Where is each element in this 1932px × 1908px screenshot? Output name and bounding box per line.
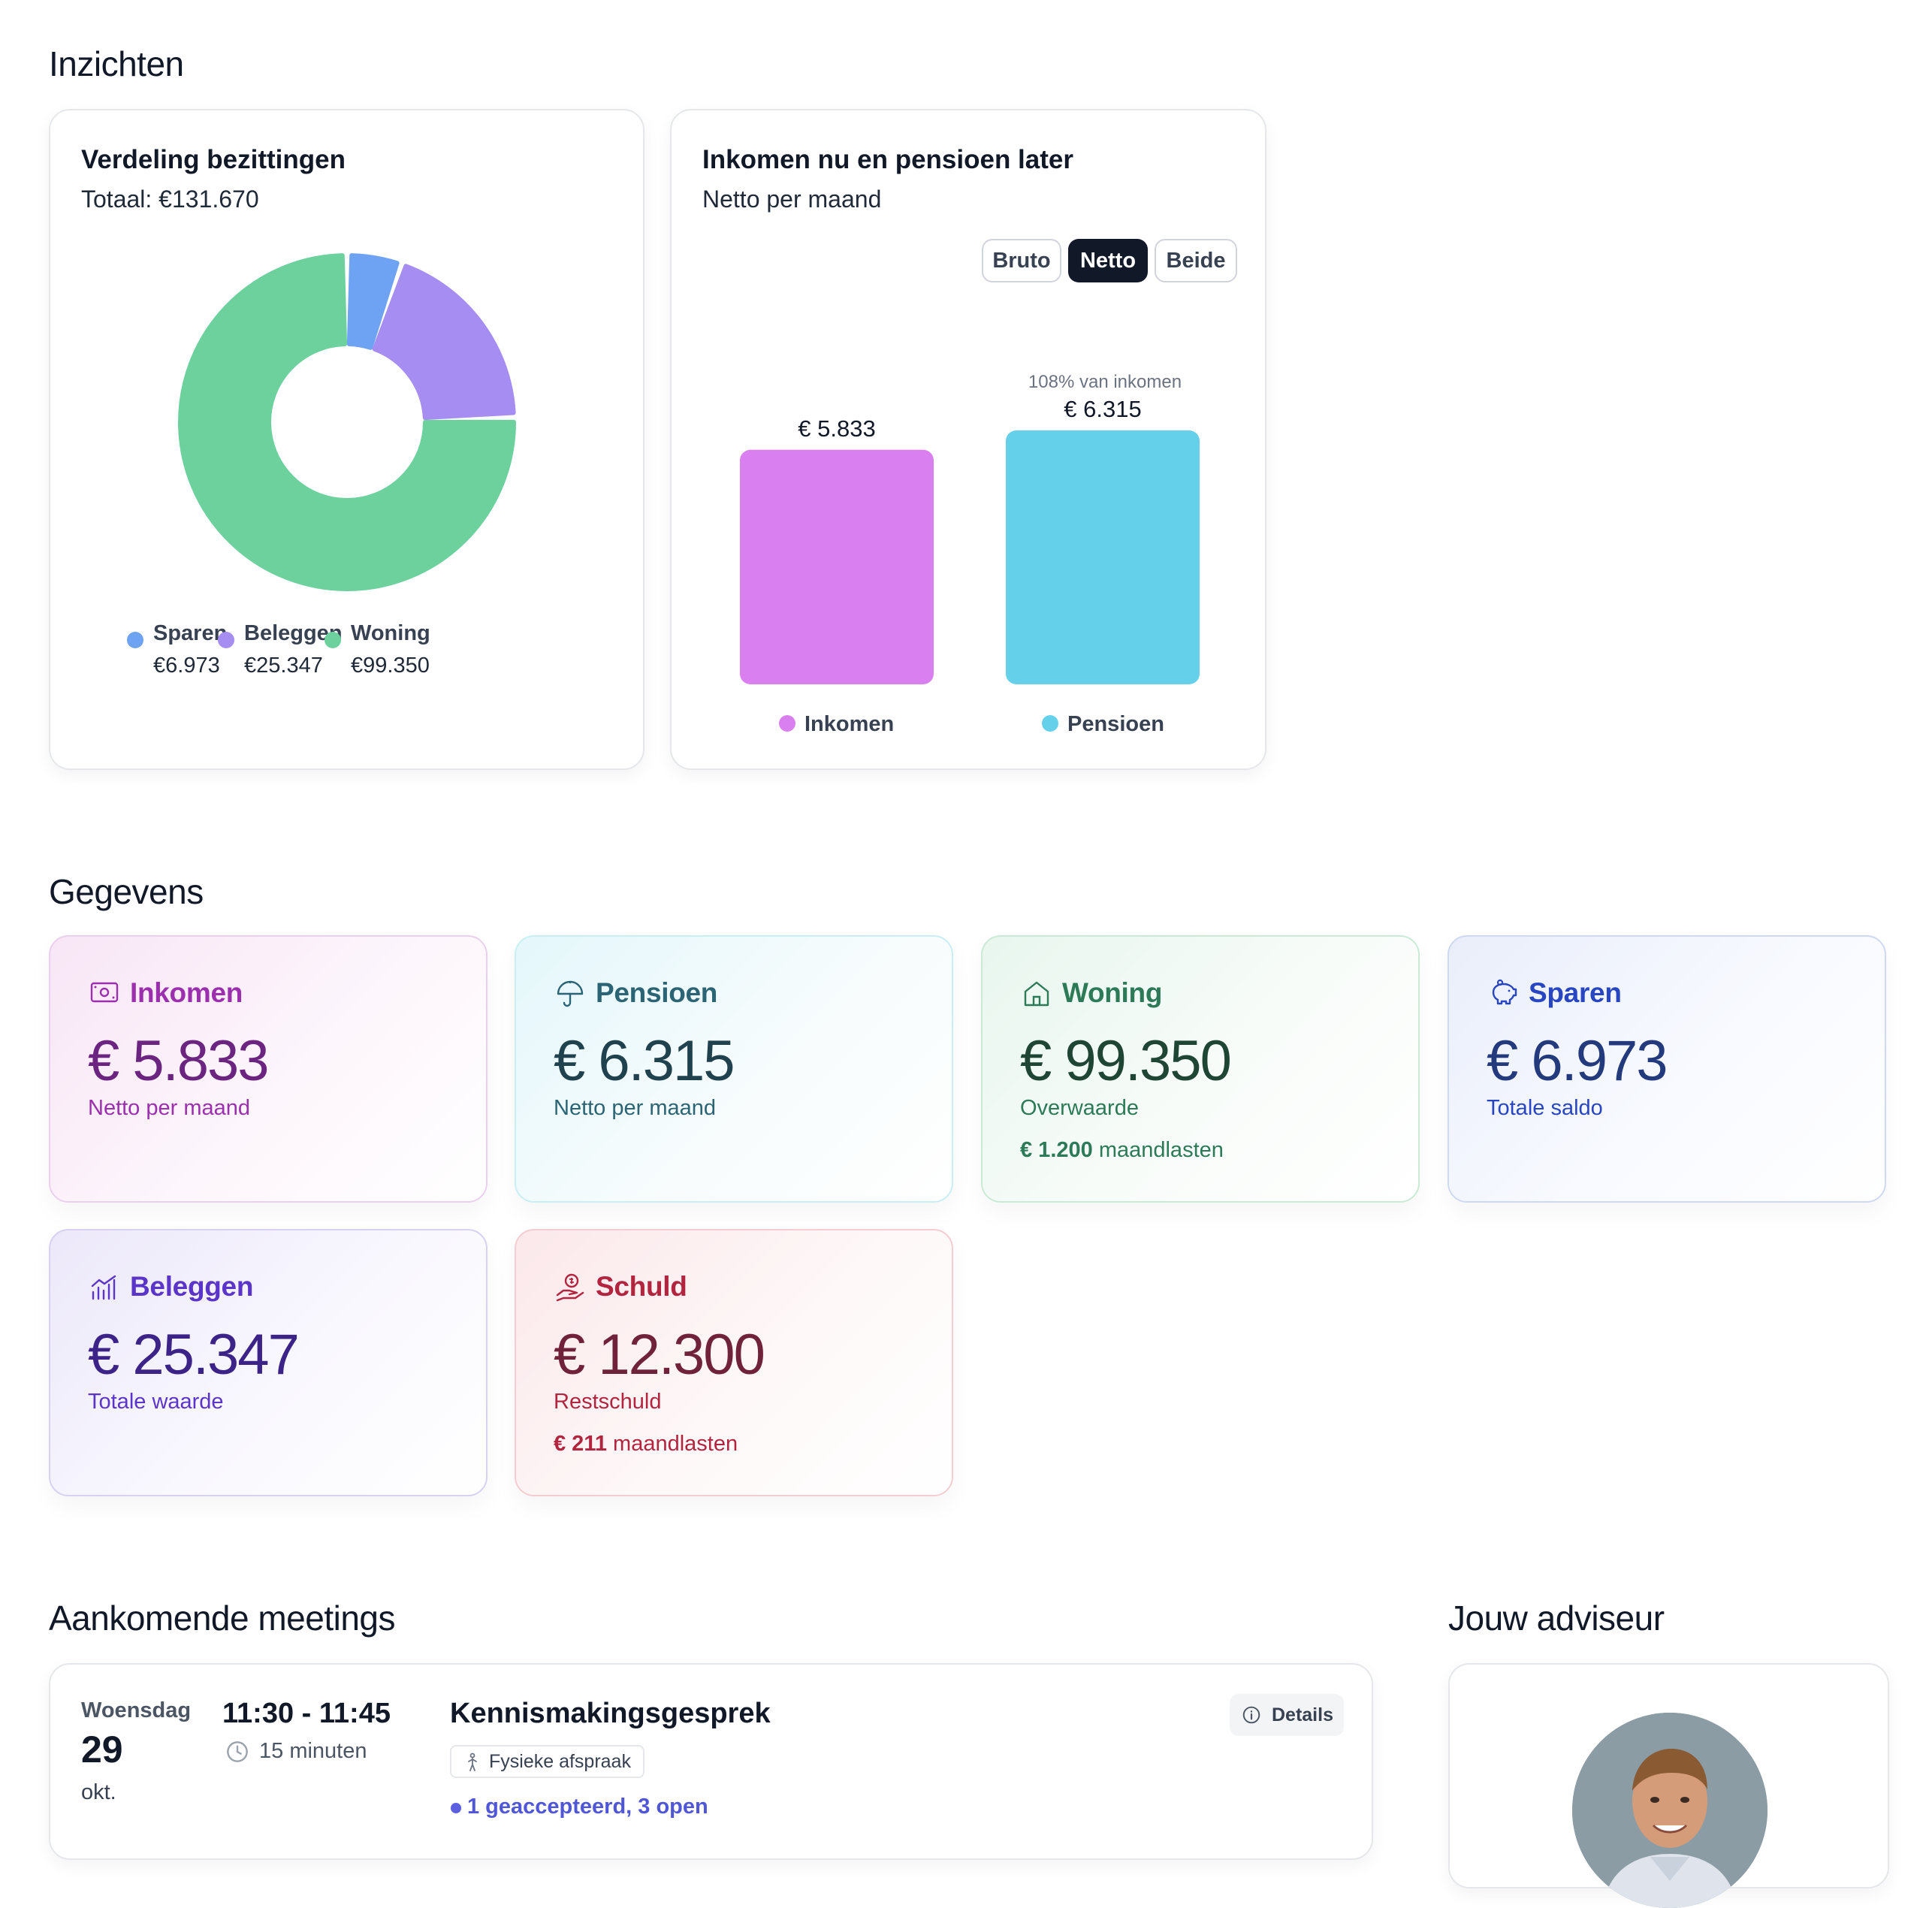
stat-subtitle: Netto per maand	[88, 1096, 251, 1120]
meeting-type-label: Fysieke afspraak	[489, 1750, 631, 1772]
legend-label-sparen: Sparen	[153, 621, 228, 645]
section-title-data: Gegevens	[49, 872, 204, 911]
stat-card-pensioen[interactable]: Pensioen € 6.315 Netto per maand	[515, 935, 953, 1203]
pension-percentage-note: 108% van inkomen	[1028, 372, 1182, 392]
stat-card-schuld[interactable]: Schuld € 12.300 Restschuld € 211 maandlaste…	[515, 1229, 953, 1496]
person-walking-icon	[468, 1753, 477, 1771]
piggy-bank-icon	[1492, 979, 1517, 1005]
meeting-card[interactable]: Woensdag 29 okt. 11:30 - 11:45 15 minute…	[49, 1663, 1373, 1860]
meeting-weekday: Woensdag	[81, 1698, 192, 1722]
stat-title: Pensioen	[596, 977, 718, 1008]
details-button[interactable]: Details	[1230, 1694, 1344, 1736]
info-icon	[1242, 1706, 1260, 1724]
assets-distribution-card: Verdeling bezittingen Totaal: €131.670 S…	[49, 109, 645, 770]
banknote-icon	[90, 982, 119, 1003]
bar-inkomen[interactable]	[740, 449, 934, 684]
stat-monthly-label: maandlasten	[606, 1432, 738, 1456]
bar-value-label-inkomen: € 5.833	[798, 415, 875, 442]
legend-label-woning: Woning	[351, 621, 430, 645]
legend-value-beleggen: €25.347	[244, 654, 323, 678]
donut-slice-sparen[interactable]	[346, 253, 400, 350]
legend-dot-sparen	[127, 632, 143, 648]
stat-monthly-label: maandlasten	[1092, 1138, 1224, 1162]
meeting-month: okt.	[81, 1780, 116, 1804]
advisor-avatar	[1572, 1713, 1767, 1908]
legend-dot-pensioen	[1042, 715, 1058, 732]
stat-card-woning[interactable]: Woning € 99.350 Overwaarde € 1.200 maandlas…	[981, 935, 1420, 1203]
section-title-insights: Inzichten	[49, 44, 184, 83]
advisor-photo	[1572, 1713, 1767, 1908]
stat-title: Beleggen	[130, 1271, 254, 1302]
legend-dot-woning	[325, 632, 341, 648]
section-title-advisor: Jouw adviseur	[1448, 1599, 1665, 1638]
bar-value-label-pensioen: € 6.315	[1064, 396, 1141, 422]
meeting-status: 1 geaccepteerd, 3 open	[467, 1795, 708, 1819]
card-title: Inkomen nu en pensioen later	[702, 145, 1073, 174]
meeting-type-badge: Fysieke afspraak	[450, 1745, 645, 1778]
stat-title: Inkomen	[130, 977, 243, 1008]
donut-chart	[178, 253, 516, 591]
card-subtitle: Netto per maand	[702, 186, 882, 213]
stat-card-beleggen[interactable]: Beleggen € 25.347 Totale waarde	[49, 1229, 488, 1496]
income-pension-card: Inkomen nu en pensioen later Netto per m…	[670, 109, 1266, 770]
assets-total: Totaal: €131.670	[81, 186, 259, 213]
stat-title: Woning	[1062, 977, 1163, 1008]
toggle-beide[interactable]: Beide	[1155, 239, 1237, 282]
meeting-day: 29	[81, 1728, 123, 1771]
stat-subtitle: Netto per maand	[554, 1096, 717, 1120]
clock-icon	[227, 1741, 248, 1762]
legend-label-inkomen: Inkomen	[804, 712, 894, 736]
legend-value-sparen: €6.973	[153, 654, 220, 678]
legend-dot-inkomen	[779, 715, 795, 732]
stat-value: € 6.315	[554, 1029, 735, 1093]
stat-value: € 12.300	[554, 1323, 765, 1387]
stat-subtitle: Totale waarde	[88, 1390, 224, 1414]
advisor-card	[1448, 1663, 1889, 1908]
donut-slice-woning[interactable]	[178, 253, 516, 591]
stat-subtitle: Totale saldo	[1487, 1096, 1603, 1120]
card-title: Verdeling bezittingen	[81, 145, 346, 174]
toggle-netto[interactable]: Netto	[1068, 239, 1148, 282]
meeting-duration: 15 minuten	[259, 1739, 367, 1763]
hand-coin-icon	[556, 1273, 584, 1302]
stat-monthly-costs: € 1.200 maandlasten	[1020, 1138, 1224, 1163]
bar-pensioen[interactable]	[1006, 430, 1200, 684]
details-label: Details	[1272, 1704, 1333, 1725]
legend-label-pensioen: Pensioen	[1067, 712, 1164, 736]
stat-title: Sparen	[1529, 977, 1622, 1008]
toggle-bruto[interactable]: Bruto	[982, 239, 1061, 282]
stat-monthly-costs: € 211 maandlasten	[554, 1432, 738, 1457]
meeting-title: Kennismakingsgesprek	[450, 1698, 771, 1729]
home-icon	[1024, 981, 1049, 1007]
umbrella-icon	[557, 980, 584, 1007]
legend-value-woning: €99.350	[351, 654, 430, 678]
stat-subtitle: Overwaarde	[1020, 1096, 1139, 1120]
stat-card-inkomen[interactable]: Inkomen € 5.833 Netto per maand	[49, 935, 488, 1203]
meeting-time: 11:30 - 11:45	[222, 1698, 391, 1729]
legend-dot-beleggen	[218, 632, 234, 648]
stat-card-sparen[interactable]: Sparen € 6.973 Totale saldo	[1447, 935, 1886, 1203]
stat-value: € 5.833	[88, 1029, 270, 1093]
stat-value: € 99.350	[1020, 1029, 1232, 1093]
stat-subtitle: Restschuld	[554, 1390, 662, 1414]
stat-monthly-amount: € 1.200	[1020, 1138, 1093, 1162]
income-bar-chart: € 5.833 Inkomen € 6.315 Pensioen	[740, 396, 1200, 736]
status-dot	[451, 1803, 461, 1813]
stat-monthly-amount: € 211	[554, 1432, 607, 1456]
section-title-meetings: Aankomende meetings	[49, 1599, 396, 1638]
chart-icon	[91, 1275, 116, 1300]
stat-value: € 25.347	[88, 1323, 300, 1387]
stat-value: € 6.973	[1487, 1029, 1668, 1093]
stat-title: Schuld	[596, 1271, 687, 1302]
donut-slice-beleggen[interactable]	[372, 264, 516, 421]
